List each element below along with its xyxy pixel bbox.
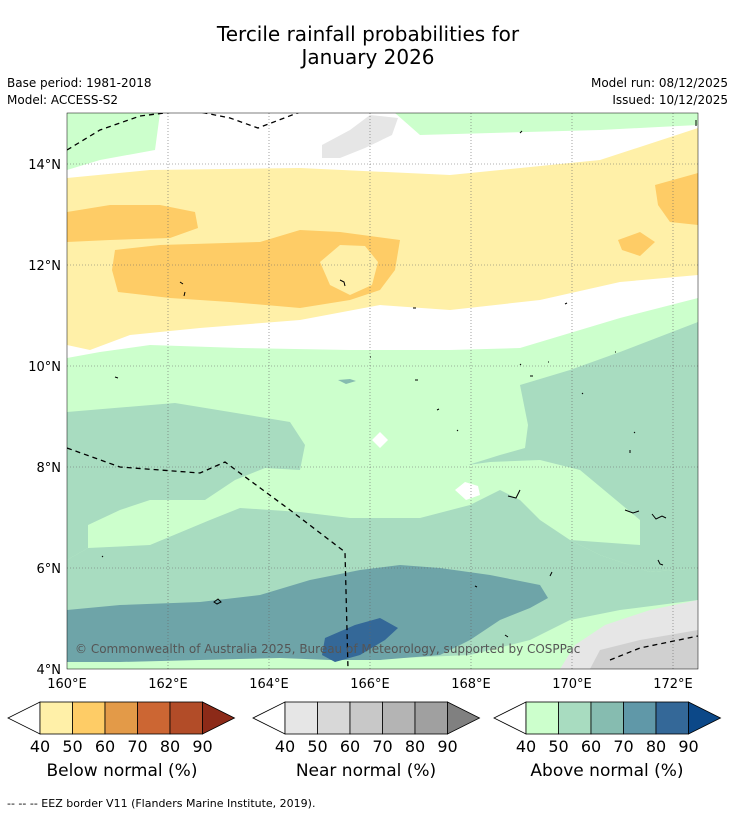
issued-date: Issued: 10/12/2025: [612, 93, 728, 107]
base-period: Base period: 1981-2018: [7, 76, 152, 90]
above-legend-swatch-0: [525, 701, 559, 735]
below-normal-zone-50-east-small: [618, 232, 655, 256]
gridlines: [67, 113, 698, 669]
below-normal-zone-50-central: [112, 230, 400, 308]
below-legend-swatch-0: [39, 701, 73, 735]
below-legend-swatch-4: [169, 701, 203, 735]
legend-near-normal-label: Near normal (%): [295, 761, 437, 781]
above-legend-tick-80: 80: [646, 737, 666, 756]
lat-label-10n: 10°N: [28, 360, 61, 375]
lon-label-170e: 170°E: [552, 677, 592, 692]
above-normal-zone-north: [67, 113, 160, 170]
near-legend-tick-50: 50: [307, 737, 327, 756]
below-legend-tick-40: 40: [30, 737, 50, 756]
above-legend-swatch-4: [655, 701, 689, 735]
legend-below-normal-label: Below normal (%): [46, 761, 198, 781]
copyright-notice: © Commonwealth of Australia 2025, Bureau…: [75, 642, 580, 656]
lat-axis-labels: 14°N 12°N 10°N 8°N 6°N 4°N: [28, 158, 61, 678]
islands: [101, 120, 697, 638]
above-legend-swatch-3: [623, 701, 657, 735]
below-legend-swatch-1: [72, 701, 106, 735]
lon-label-164e: 164°E: [249, 677, 289, 692]
below-legend-tick-50: 50: [62, 737, 82, 756]
model-name: Model: ACCESS-S2: [7, 93, 119, 107]
legend-above-normal-bar: 40 50 60 70 80 90: [493, 701, 722, 756]
lat-label-8n: 8°N: [37, 461, 62, 476]
near-legend-tick-70: 70: [372, 737, 392, 756]
near-legend-tick-90: 90: [437, 737, 457, 756]
near-legend-swatch-1: [317, 701, 351, 735]
above-legend-tick-90: 90: [678, 737, 698, 756]
lon-label-160e: 160°E: [47, 677, 87, 692]
near-legend-swatch-0: [284, 701, 318, 735]
eez-border-central: [67, 447, 349, 669]
near-legend-swatch-4: [414, 701, 448, 735]
model-run: Model run: 08/12/2025: [590, 76, 728, 90]
near-legend-tip-high: [447, 701, 481, 735]
near-legend-swatch-2: [349, 701, 383, 735]
above-legend-tick-40: 40: [516, 737, 536, 756]
lat-label-4n: 4°N: [37, 663, 62, 678]
near-legend-tick-40: 40: [275, 737, 295, 756]
legend-above-normal-label: Above normal (%): [530, 761, 684, 781]
eez-borders: [67, 113, 698, 669]
lat-label-6n: 6°N: [37, 562, 62, 577]
below-legend-tip-low: [7, 701, 41, 735]
map-frame: [66, 112, 699, 670]
above-legend-swatch-2: [590, 701, 624, 735]
lon-label-172e: 172°E: [653, 677, 693, 692]
near-legend-tip-low: [252, 701, 286, 735]
lon-axis-labels: 160°E 162°E 164°E 166°E 168°E 170°E 172°…: [47, 677, 693, 692]
above-legend-tick-60: 60: [581, 737, 601, 756]
below-legend-swatch-3: [137, 701, 171, 735]
near-legend-tick-60: 60: [340, 737, 360, 756]
above-normal-zone-70: [322, 618, 398, 662]
legend-near-normal-bar: 40 50 60 70 80 90: [252, 701, 481, 756]
legend-below-normal-bar: 40 50 60 70 80 90: [7, 701, 236, 756]
below-normal-hole: [320, 245, 378, 295]
eez-border-south-east: [609, 635, 698, 661]
map-area: [67, 113, 698, 669]
above-normal-zone-50: [67, 403, 305, 560]
below-normal-zone-50-west: [67, 205, 198, 242]
below-legend-swatch-2: [104, 701, 138, 735]
above-legend-swatch-1: [558, 701, 592, 735]
lon-label-168e: 168°E: [451, 677, 491, 692]
near-normal-patch-north: [322, 115, 398, 158]
above-normal-zone-60: [67, 565, 548, 662]
above-legend-tip-high: [688, 701, 722, 735]
lon-label-166e: 166°E: [350, 677, 390, 692]
below-normal-zone-50-east: [655, 173, 698, 225]
below-legend-tip-high: [202, 701, 236, 735]
lagoon-patch: [338, 379, 356, 384]
chart-title-line1: Tercile rainfall probabilities for: [216, 22, 520, 46]
below-legend-tick-90: 90: [192, 737, 212, 756]
above-legend-tick-50: 50: [548, 737, 568, 756]
near-normal-patch-south-east-dark: [590, 630, 698, 669]
below-legend-tick-60: 60: [95, 737, 115, 756]
eez-border-north: [67, 113, 300, 151]
white-patch-east: [455, 482, 480, 500]
lat-label-12n: 12°N: [28, 259, 61, 274]
near-legend-tick-80: 80: [405, 737, 425, 756]
above-normal-zone-north-east: [395, 113, 698, 135]
near-legend-swatch-3: [382, 701, 416, 735]
above-legend-tick-70: 70: [613, 737, 633, 756]
lon-label-162e: 162°E: [148, 677, 188, 692]
below-legend-tick-80: 80: [160, 737, 180, 756]
above-legend-tip-low: [493, 701, 527, 735]
below-legend-tick-70: 70: [127, 737, 147, 756]
lat-label-14n: 14°N: [28, 158, 61, 173]
eez-footnote: -- -- -- EEZ border V11 (Flanders Marine…: [7, 797, 316, 810]
white-patch-central: [372, 432, 388, 448]
above-normal-zone-50-east: [468, 322, 698, 572]
chart-title-line2: January 2026: [301, 45, 435, 69]
